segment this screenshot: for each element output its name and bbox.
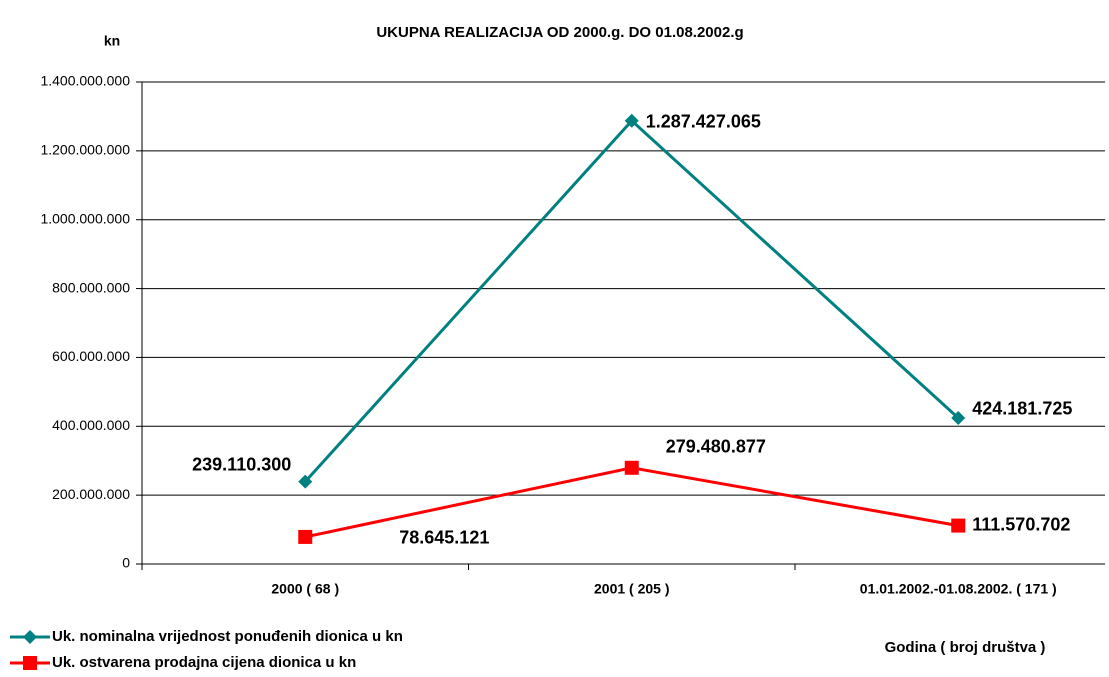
y-tick-label: 800.000.000 <box>52 279 130 295</box>
data-point <box>298 474 313 489</box>
series-line <box>304 466 959 539</box>
data-label: 279.480.877 <box>666 437 766 457</box>
data-point <box>624 460 639 475</box>
data-point <box>624 113 639 128</box>
x-tick-label: 2000 ( 68 ) <box>271 581 339 597</box>
data-label: 111.570.702 <box>972 514 1070 534</box>
x-tick-label: 01.01.2002.-01.08.2002. ( 171 ) <box>860 581 1057 597</box>
data-point <box>298 529 313 544</box>
legend-label: Uk. nominalna vrijednost ponuđenih dioni… <box>52 628 403 645</box>
data-label: 424.181.725 <box>972 399 1072 419</box>
legend-label: Uk. ostvarena prodajna cijena dionica u … <box>52 654 356 671</box>
y-tick-label: 0 <box>122 555 130 571</box>
x-axis-label: Godina ( broj društva ) <box>885 639 1046 656</box>
data-label: 78.645.121 <box>399 528 489 548</box>
data-label: 1.287.427.065 <box>646 112 761 132</box>
y-tick-label: 1.000.000.000 <box>40 210 130 226</box>
y-tick-label: 400.000.000 <box>52 417 130 433</box>
chart-title: UKUPNA REALIZACIJA OD 2000.g. DO 01.08.2… <box>376 24 743 41</box>
legend-marker <box>23 630 37 644</box>
y-tick-label: 600.000.000 <box>52 348 130 364</box>
x-tick-label: 2001 ( 205 ) <box>594 581 670 597</box>
y-tick-label: 1.200.000.000 <box>40 142 130 158</box>
data-point <box>951 410 966 425</box>
data-label: 239.110.300 <box>192 454 291 474</box>
series-line <box>304 118 960 483</box>
y-axis-label: kn <box>104 33 120 49</box>
y-tick-label: 1.400.000.000 <box>40 73 130 89</box>
legend-marker <box>23 656 37 670</box>
y-tick-label: 200.000.000 <box>52 486 130 502</box>
data-point <box>951 518 966 533</box>
